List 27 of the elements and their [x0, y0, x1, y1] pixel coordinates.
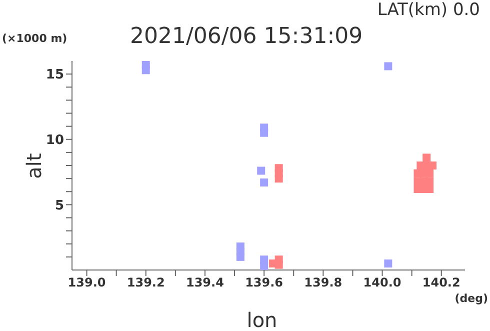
text: (deg)	[454, 292, 488, 305]
x-tick-label: 140.2	[422, 276, 460, 290]
point	[257, 166, 266, 175]
point	[384, 259, 392, 268]
x-tick-label: 139.4	[186, 276, 224, 290]
x-tick-label: 139.2	[126, 276, 165, 290]
point	[274, 164, 283, 172]
chart-title: 2021/06/06 15:31:09	[130, 24, 363, 49]
point	[260, 178, 268, 186]
x-tick-label: 139.8	[304, 276, 342, 290]
y-axis-title: alt	[22, 153, 46, 179]
point	[260, 256, 268, 264]
point	[142, 61, 150, 69]
y-tick-label: 15	[46, 68, 64, 83]
chart-subtitle: LAT(km) 0.0	[377, 0, 480, 20]
point	[422, 154, 431, 162]
point	[236, 242, 244, 250]
y-tick-label: 10	[46, 132, 64, 148]
x-tick-label: 140.0	[363, 276, 402, 290]
x-tick-label: 139.0	[68, 276, 106, 290]
point	[260, 124, 268, 132]
point	[274, 256, 283, 264]
text: (×1000 m)	[2, 32, 68, 45]
y-tick-label: 5	[54, 198, 64, 214]
point	[384, 62, 392, 70]
x-axis-title: lon	[246, 308, 278, 331]
x-tick-label: 139.6	[245, 276, 284, 290]
